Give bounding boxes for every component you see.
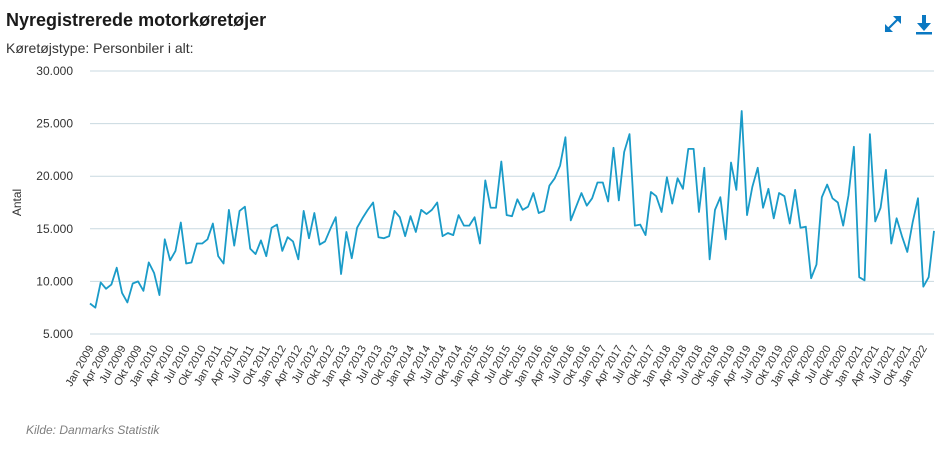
y-tick-label: 5.000 xyxy=(43,327,73,341)
download-button[interactable] xyxy=(912,12,936,36)
chart-title: Nyregistrerede motorkøretøjer xyxy=(6,10,267,30)
expand-arrows-icon xyxy=(884,15,902,33)
y-axis-label: Antal xyxy=(10,189,24,216)
expand-button[interactable] xyxy=(881,12,905,36)
y-tick-label: 25.000 xyxy=(36,117,73,131)
source-note: Kilde: Danmarks Statistik xyxy=(26,423,160,437)
y-tick-label: 10.000 xyxy=(36,274,73,288)
download-icon xyxy=(916,15,932,35)
chart-subtitle: Køretøjstype: Personbiler i alt: xyxy=(6,40,194,56)
y-tick-label: 20.000 xyxy=(36,169,73,183)
series-line xyxy=(89,110,935,309)
line-chart: 5.000 10.000 15.000 20.000 25.000 30.000 Antal… xyxy=(10,64,935,389)
y-tick-label: 30.000 xyxy=(36,64,73,78)
y-tick-label: 15.000 xyxy=(36,222,73,236)
